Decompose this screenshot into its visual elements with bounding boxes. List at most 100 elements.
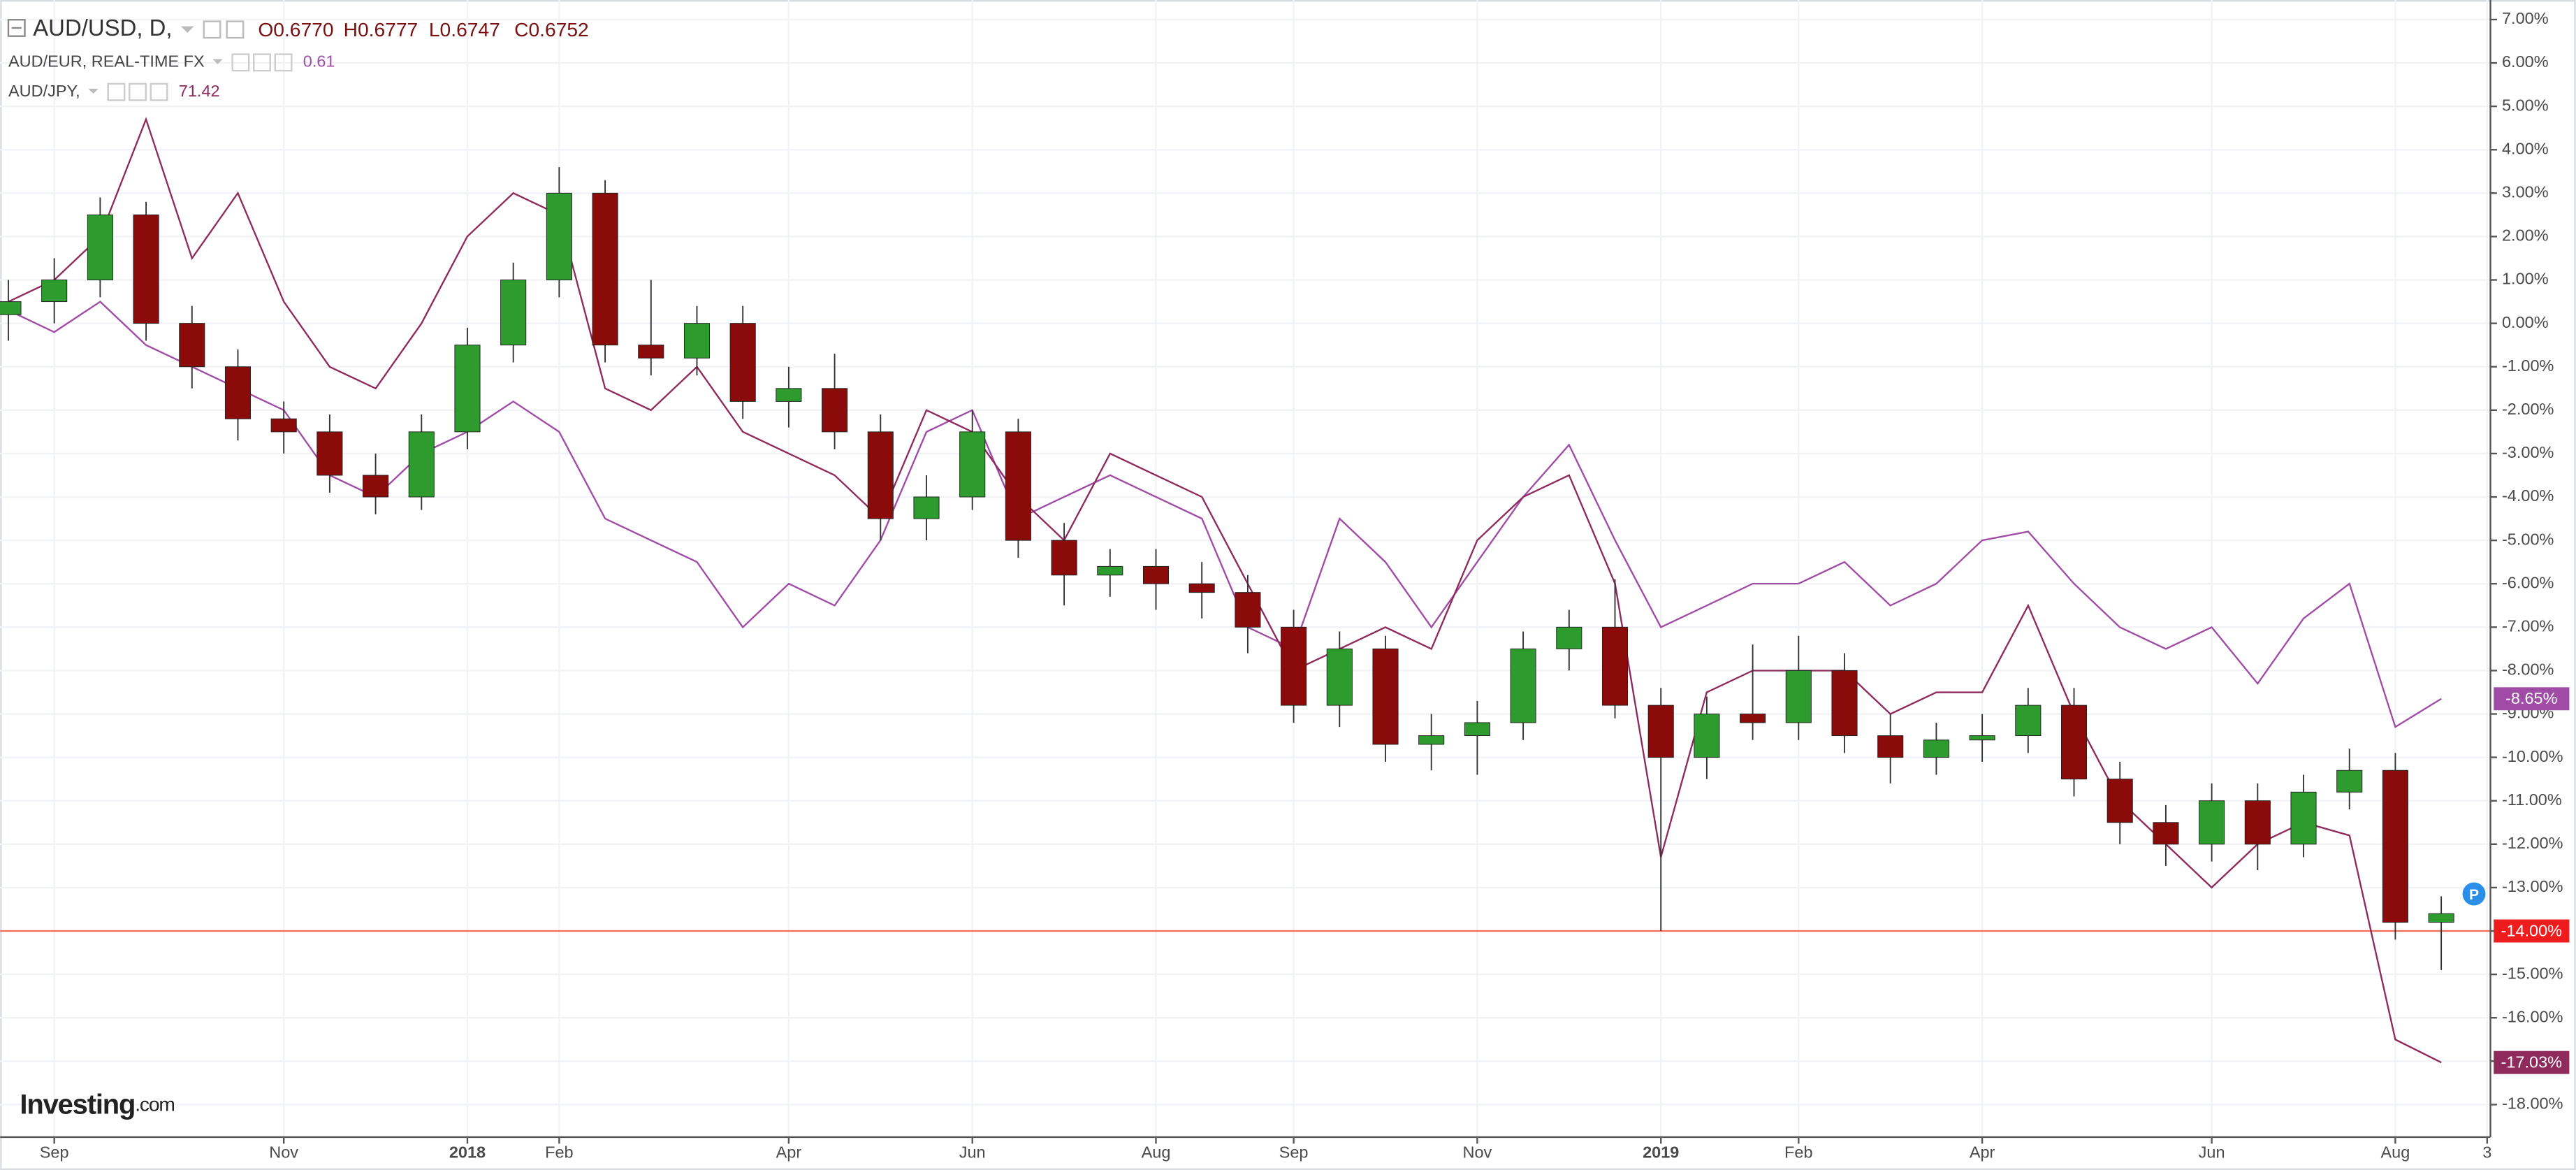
y-tick-label: -3.00% bbox=[2502, 443, 2554, 461]
logo-main: Investing bbox=[20, 1089, 135, 1120]
last-value-label: -8.65% bbox=[2505, 689, 2558, 707]
candle-body bbox=[454, 345, 481, 433]
y-tick-label: 0.00% bbox=[2502, 313, 2549, 331]
candle-body bbox=[1005, 431, 1031, 541]
settings-icon[interactable] bbox=[226, 20, 245, 39]
symbol: AUD/USD, D, bbox=[33, 15, 172, 41]
y-tick-label: -2.00% bbox=[2502, 400, 2554, 418]
y-tick-label: -18.00% bbox=[2502, 1095, 2563, 1113]
candle-body bbox=[1281, 626, 1307, 706]
symbol-dropdown[interactable] bbox=[180, 26, 194, 34]
x-tick-label: Feb bbox=[545, 1143, 574, 1162]
candle-body bbox=[1418, 735, 1445, 745]
y-tick-label: 5.00% bbox=[2502, 96, 2549, 114]
candle-body bbox=[1464, 722, 1490, 737]
x-tick-label: Feb bbox=[1784, 1143, 1813, 1162]
last-value-badge bbox=[2494, 687, 2570, 711]
logo-suffix: .com bbox=[135, 1093, 174, 1115]
candle-body bbox=[133, 214, 159, 324]
y-tick-label: -8.00% bbox=[2502, 660, 2554, 679]
legend-dropdown[interactable] bbox=[88, 88, 99, 94]
candle-body bbox=[2428, 913, 2454, 923]
candle-body bbox=[2060, 705, 2088, 780]
series-line bbox=[8, 117, 2442, 1064]
candle-body bbox=[316, 431, 343, 476]
candle-body bbox=[1969, 735, 1995, 741]
ohlc-value: H0.6777 bbox=[344, 18, 419, 41]
legend-name: AUD/JPY, bbox=[8, 82, 80, 100]
x-tick-label: Nov bbox=[269, 1143, 298, 1162]
legend-icon[interactable] bbox=[253, 53, 271, 72]
candle-body bbox=[1740, 714, 1766, 723]
legend-name: AUD/EUR, REAL-TIME FX bbox=[8, 52, 205, 71]
candle-body bbox=[0, 301, 22, 315]
candle-body bbox=[1188, 583, 1215, 593]
candle-body bbox=[867, 431, 894, 519]
y-tick-label: -4.00% bbox=[2502, 486, 2554, 505]
eye-icon[interactable] bbox=[203, 20, 221, 39]
candle-body bbox=[1647, 705, 1674, 758]
legend-icon[interactable] bbox=[150, 82, 168, 101]
ohlc-values: O0.6770 H0.6777 L0.6747 C0.6752 bbox=[258, 18, 588, 41]
candle-body bbox=[1326, 648, 1353, 706]
legend: AUD/EUR, REAL-TIME FX 0.61 AUD/JPY, 71.42 bbox=[8, 52, 335, 101]
candle-body bbox=[2244, 800, 2271, 845]
y-tick-label: -12.00% bbox=[2502, 834, 2563, 852]
candle-body bbox=[1785, 670, 1812, 723]
candle-body bbox=[822, 388, 848, 433]
candle-body bbox=[1831, 670, 1858, 737]
legend-icon[interactable] bbox=[107, 82, 126, 101]
y-tick-label: -11.00% bbox=[2502, 790, 2562, 809]
candle-body bbox=[1923, 739, 1949, 758]
candle-body bbox=[546, 192, 572, 281]
candle-body bbox=[1694, 714, 1720, 758]
candle-body bbox=[1372, 648, 1399, 745]
x-tick-label: Sep bbox=[1279, 1143, 1309, 1162]
candle-body bbox=[2336, 770, 2363, 793]
candle-body bbox=[41, 280, 68, 303]
x-tick-label: 2018 bbox=[449, 1143, 486, 1162]
candle-body bbox=[2106, 779, 2133, 823]
y-tick-label: 7.00% bbox=[2502, 9, 2549, 27]
candle-body bbox=[1235, 592, 1261, 628]
candle-body bbox=[2199, 800, 2225, 845]
y-tick-label: -5.00% bbox=[2502, 530, 2554, 548]
candle-body bbox=[1556, 626, 1582, 649]
candle-body bbox=[500, 280, 527, 346]
x-tick-label: Sep bbox=[40, 1143, 69, 1162]
legend-icon[interactable] bbox=[274, 53, 293, 72]
x-tick-label: Apr bbox=[1970, 1143, 1995, 1162]
y-tick-label: -15.00% bbox=[2502, 964, 2563, 982]
legend-icon[interactable] bbox=[129, 82, 147, 101]
candles bbox=[0, 167, 2454, 970]
x-tick-label: Aug bbox=[2381, 1143, 2410, 1162]
last-value-badge bbox=[2494, 1050, 2570, 1074]
x-tick-label: Nov bbox=[1463, 1143, 1492, 1162]
y-tick-label: -10.00% bbox=[2502, 747, 2563, 765]
candle-body bbox=[363, 475, 389, 498]
y-tick-label: -6.00% bbox=[2502, 573, 2554, 591]
candle-body bbox=[2153, 822, 2179, 845]
y-tick-label: -1.00% bbox=[2502, 356, 2554, 375]
candle-body bbox=[2382, 770, 2408, 923]
ohlc-value: O0.6770 bbox=[258, 18, 333, 41]
candle-body bbox=[1601, 626, 1629, 706]
collapse-button[interactable] bbox=[7, 19, 26, 37]
marker-badge[interactable] bbox=[2462, 882, 2486, 906]
candle-body bbox=[959, 431, 986, 498]
candle-body bbox=[1510, 648, 1536, 723]
candle-body bbox=[776, 388, 802, 402]
legend-dropdown[interactable] bbox=[212, 59, 223, 64]
price-badge-label: -14.00% bbox=[2501, 921, 2563, 939]
y-tick-label: 2.00% bbox=[2502, 226, 2549, 245]
candle-body bbox=[87, 214, 113, 281]
legend-icon[interactable] bbox=[231, 53, 250, 72]
candle-body bbox=[1142, 565, 1170, 584]
candle-body bbox=[270, 418, 297, 433]
candle-body bbox=[683, 323, 711, 359]
candle-body bbox=[1097, 565, 1123, 576]
last-value-label: -17.03% bbox=[2501, 1053, 2563, 1071]
candle-body bbox=[179, 323, 205, 368]
logo: Investing.com bbox=[20, 1089, 174, 1120]
